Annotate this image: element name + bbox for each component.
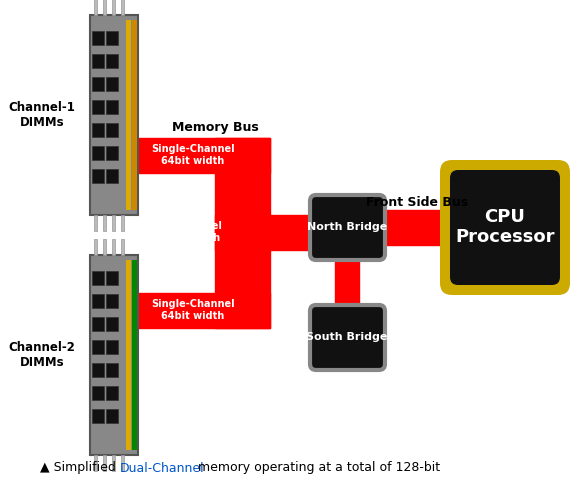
Bar [215, 215, 310, 250]
Bar [126, 20, 131, 210]
Bar [90, 255, 138, 455]
Bar [106, 31, 118, 45]
Text: Memory Bus: Memory Bus [172, 122, 258, 134]
Text: memory operating at a total of 128-bit: memory operating at a total of 128-bit [194, 462, 440, 474]
Text: South Bridge: South Bridge [306, 332, 388, 342]
Bar [106, 317, 118, 331]
Bar [132, 260, 137, 450]
Bar [385, 210, 450, 245]
Bar [92, 146, 104, 160]
Bar [112, 215, 115, 231]
Bar [112, 239, 115, 255]
Bar [106, 340, 118, 354]
Bar [112, 455, 115, 471]
Bar [92, 100, 104, 114]
FancyBboxPatch shape [310, 305, 385, 370]
Bar [121, 239, 124, 255]
FancyBboxPatch shape [450, 170, 560, 285]
Text: ▲ Simplified: ▲ Simplified [40, 462, 120, 474]
Bar [335, 260, 359, 305]
Bar [92, 77, 104, 91]
Bar [92, 123, 104, 137]
Bar [121, 455, 124, 471]
Bar [92, 294, 104, 308]
Bar [138, 293, 270, 328]
Bar [92, 363, 104, 377]
Bar [103, 455, 106, 471]
Bar [92, 409, 104, 423]
Bar [94, 215, 97, 231]
Bar [121, 0, 124, 15]
Bar [94, 0, 97, 15]
Bar [106, 100, 118, 114]
Text: Single-Channel
64bit width: Single-Channel 64bit width [151, 144, 235, 166]
Bar [132, 20, 137, 210]
Text: Dual-Channel: Dual-Channel [120, 462, 205, 474]
Bar [103, 0, 106, 15]
Text: Single-Channel
64bit width: Single-Channel 64bit width [151, 299, 235, 321]
Bar [106, 123, 118, 137]
Bar [92, 317, 104, 331]
Bar [103, 215, 106, 231]
Bar [94, 239, 97, 255]
Bar [106, 386, 118, 400]
Bar [92, 271, 104, 285]
Bar [106, 169, 118, 183]
Bar [92, 386, 104, 400]
Text: CPU
Processor: CPU Processor [455, 208, 555, 246]
Bar [106, 146, 118, 160]
Text: Dual-Channel
128bit width: Dual-Channel 128bit width [148, 221, 222, 243]
Bar [121, 215, 124, 231]
Bar [138, 138, 270, 173]
Text: Channel-1
DIMMs: Channel-1 DIMMs [9, 101, 76, 129]
Bar [126, 260, 131, 450]
Bar [106, 77, 118, 91]
Bar [106, 271, 118, 285]
Bar [215, 138, 270, 328]
Bar [103, 239, 106, 255]
Bar [92, 54, 104, 68]
Bar [92, 31, 104, 45]
Text: Channel-2
DIMMs: Channel-2 DIMMs [9, 341, 76, 369]
Bar [106, 409, 118, 423]
Bar [106, 294, 118, 308]
FancyBboxPatch shape [310, 195, 385, 260]
Bar [106, 363, 118, 377]
Bar [94, 455, 97, 471]
Text: Front Side Bus: Front Side Bus [366, 196, 468, 208]
Bar [112, 0, 115, 15]
Bar [106, 54, 118, 68]
Bar [90, 15, 138, 215]
Text: North Bridge: North Bridge [307, 222, 387, 232]
Bar [92, 169, 104, 183]
FancyBboxPatch shape [440, 160, 570, 295]
Bar [92, 340, 104, 354]
